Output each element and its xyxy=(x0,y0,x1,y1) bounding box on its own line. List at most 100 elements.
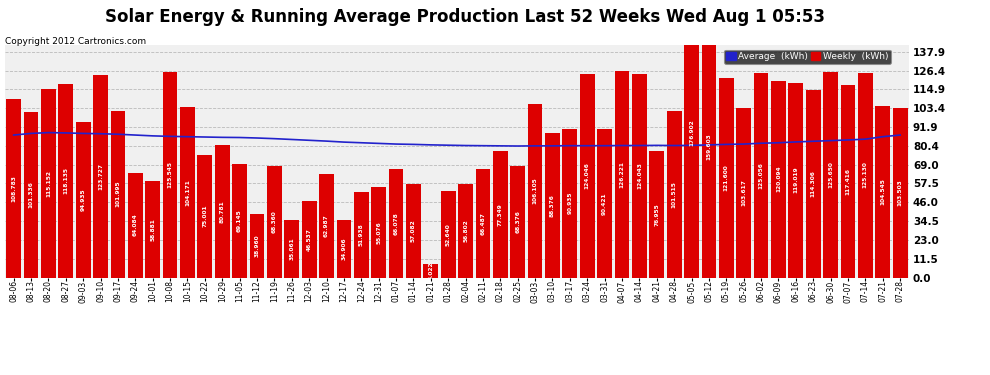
Text: 103.503: 103.503 xyxy=(898,179,903,206)
Bar xyxy=(389,169,404,278)
Bar xyxy=(319,174,334,278)
Text: 123.727: 123.727 xyxy=(98,163,103,190)
Text: 159.603: 159.603 xyxy=(707,134,712,160)
Bar xyxy=(371,188,386,278)
Text: 94.935: 94.935 xyxy=(80,189,86,211)
Text: 124.043: 124.043 xyxy=(637,162,642,189)
Bar xyxy=(510,165,525,278)
Bar xyxy=(493,151,508,278)
Bar xyxy=(302,201,317,278)
Bar xyxy=(353,192,368,278)
Text: 124.046: 124.046 xyxy=(585,162,590,189)
Text: 57.082: 57.082 xyxy=(411,219,416,242)
Text: 119.019: 119.019 xyxy=(793,167,798,194)
Text: 176.902: 176.902 xyxy=(689,119,694,146)
Text: 126.221: 126.221 xyxy=(620,160,625,188)
Bar xyxy=(93,75,108,278)
Text: 66.487: 66.487 xyxy=(480,211,485,234)
Bar xyxy=(771,81,786,278)
Bar xyxy=(667,111,681,278)
Bar xyxy=(424,264,439,278)
Text: 121.600: 121.600 xyxy=(724,165,729,191)
Text: 46.537: 46.537 xyxy=(307,228,312,251)
Text: 114.306: 114.306 xyxy=(811,171,816,197)
Text: 51.938: 51.938 xyxy=(358,224,363,246)
Bar xyxy=(562,129,577,278)
Bar xyxy=(597,129,612,278)
Text: 69.145: 69.145 xyxy=(238,210,243,232)
Bar xyxy=(893,108,908,278)
Text: 80.781: 80.781 xyxy=(220,200,225,223)
Text: 55.076: 55.076 xyxy=(376,221,381,244)
Text: Solar Energy & Running Average Production Last 52 Weeks Wed Aug 1 05:53: Solar Energy & Running Average Productio… xyxy=(105,8,826,26)
Text: 120.094: 120.094 xyxy=(776,166,781,192)
Text: 103.617: 103.617 xyxy=(742,179,746,206)
Bar xyxy=(58,84,73,278)
Text: 58.881: 58.881 xyxy=(150,218,155,241)
Bar xyxy=(649,152,664,278)
Bar xyxy=(197,155,212,278)
Bar xyxy=(24,112,39,278)
Bar xyxy=(76,122,90,278)
Text: 90.421: 90.421 xyxy=(602,192,607,215)
Text: 68.360: 68.360 xyxy=(272,210,277,233)
Bar xyxy=(128,172,143,278)
Bar xyxy=(580,74,595,278)
Bar xyxy=(475,169,490,278)
Text: 38.960: 38.960 xyxy=(254,234,259,257)
Text: 125.056: 125.056 xyxy=(758,162,763,189)
Text: 66.078: 66.078 xyxy=(394,212,399,235)
Text: 64.084: 64.084 xyxy=(133,214,138,236)
Bar xyxy=(41,89,55,278)
Text: 118.135: 118.135 xyxy=(63,167,68,194)
Bar xyxy=(111,111,126,278)
Bar xyxy=(806,90,821,278)
Text: 104.171: 104.171 xyxy=(185,179,190,206)
Text: 62.987: 62.987 xyxy=(324,214,329,237)
Bar xyxy=(284,220,299,278)
Bar xyxy=(406,184,421,278)
Bar xyxy=(841,85,855,278)
Bar xyxy=(215,145,230,278)
Bar xyxy=(162,72,177,278)
Bar xyxy=(441,191,455,278)
Bar xyxy=(6,99,21,278)
Text: 88.376: 88.376 xyxy=(550,194,555,217)
Bar xyxy=(267,166,282,278)
Bar xyxy=(249,214,264,278)
Bar xyxy=(684,0,699,278)
Text: 56.802: 56.802 xyxy=(463,220,468,242)
Text: 125.545: 125.545 xyxy=(167,161,172,188)
Text: 101.336: 101.336 xyxy=(29,181,34,208)
Bar xyxy=(858,73,873,278)
Text: 35.061: 35.061 xyxy=(289,237,294,260)
Bar xyxy=(737,108,751,278)
Text: 34.906: 34.906 xyxy=(342,238,346,260)
Text: 108.783: 108.783 xyxy=(11,175,16,202)
Bar xyxy=(753,73,768,278)
Bar xyxy=(719,78,734,278)
Text: 76.955: 76.955 xyxy=(654,203,659,226)
Bar xyxy=(337,220,351,278)
Text: 106.105: 106.105 xyxy=(533,177,538,204)
Text: 52.640: 52.640 xyxy=(446,223,450,246)
Bar xyxy=(824,72,838,278)
Bar xyxy=(632,74,646,278)
Text: 101.995: 101.995 xyxy=(116,181,121,207)
Text: 75.001: 75.001 xyxy=(202,205,207,227)
Text: 8.022: 8.022 xyxy=(429,262,434,280)
Legend: Average  (kWh), Weekly  (kWh): Average (kWh), Weekly (kWh) xyxy=(724,50,891,64)
Text: 125.130: 125.130 xyxy=(863,162,868,189)
Bar xyxy=(702,16,717,278)
Bar xyxy=(528,104,543,278)
Text: 90.935: 90.935 xyxy=(567,192,572,214)
Bar xyxy=(875,106,890,278)
Bar xyxy=(233,164,247,278)
Bar xyxy=(615,71,630,278)
Bar xyxy=(788,82,803,278)
Bar xyxy=(458,184,473,278)
Text: 117.416: 117.416 xyxy=(845,168,850,195)
Text: 125.650: 125.650 xyxy=(828,161,834,188)
Text: 104.545: 104.545 xyxy=(880,178,885,206)
Text: Copyright 2012 Cartronics.com: Copyright 2012 Cartronics.com xyxy=(5,38,147,46)
